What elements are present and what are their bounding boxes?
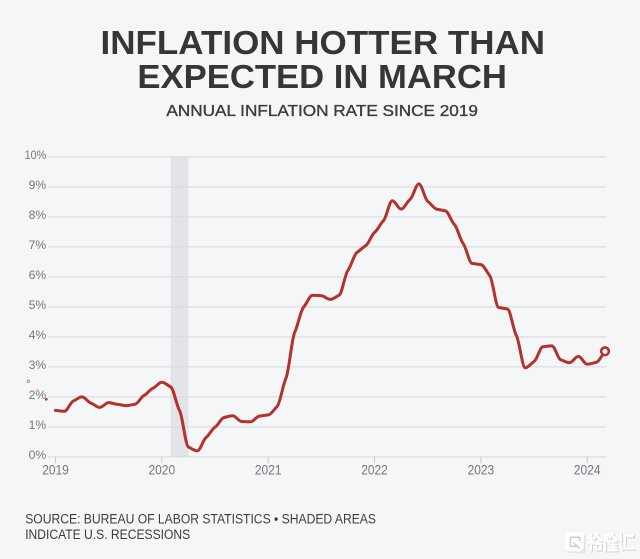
svg-text:EXPECTED IN MARCH: EXPECTED IN MARCH xyxy=(137,59,507,96)
svg-text:INDICATE U.S. RECESSIONS: INDICATE U.S. RECESSIONS xyxy=(25,527,190,542)
svg-text:2022: 2022 xyxy=(361,463,388,478)
svg-text:5%: 5% xyxy=(29,298,47,312)
svg-text:9%: 9% xyxy=(29,178,47,192)
svg-text:1%: 1% xyxy=(29,418,47,432)
svg-text:6%: 6% xyxy=(29,268,47,282)
svg-text:7%: 7% xyxy=(29,238,47,252)
svg-text:2021: 2021 xyxy=(255,463,282,478)
svg-text:2024: 2024 xyxy=(574,463,601,478)
svg-text:4%: 4% xyxy=(29,328,47,342)
svg-text:0%: 0% xyxy=(29,448,47,462)
svg-text:2%: 2% xyxy=(29,388,47,402)
svg-text:10%: 10% xyxy=(25,148,47,162)
svg-text:SOURCE: BUREAU OF LABOR STATIS: SOURCE: BUREAU OF LABOR STATISTICS • SHA… xyxy=(25,512,376,527)
svg-text:ANNUAL INFLATION RATE SINCE 20: ANNUAL INFLATION RATE SINCE 2019 xyxy=(166,103,478,120)
svg-text:2019: 2019 xyxy=(42,463,69,478)
svg-text:3%: 3% xyxy=(29,358,47,372)
svg-text:2023: 2023 xyxy=(468,463,495,478)
svg-text:2020: 2020 xyxy=(149,463,176,478)
svg-text:INFLATION HOTTER THAN: INFLATION HOTTER THAN xyxy=(101,25,546,62)
svg-text:8%: 8% xyxy=(29,208,47,222)
